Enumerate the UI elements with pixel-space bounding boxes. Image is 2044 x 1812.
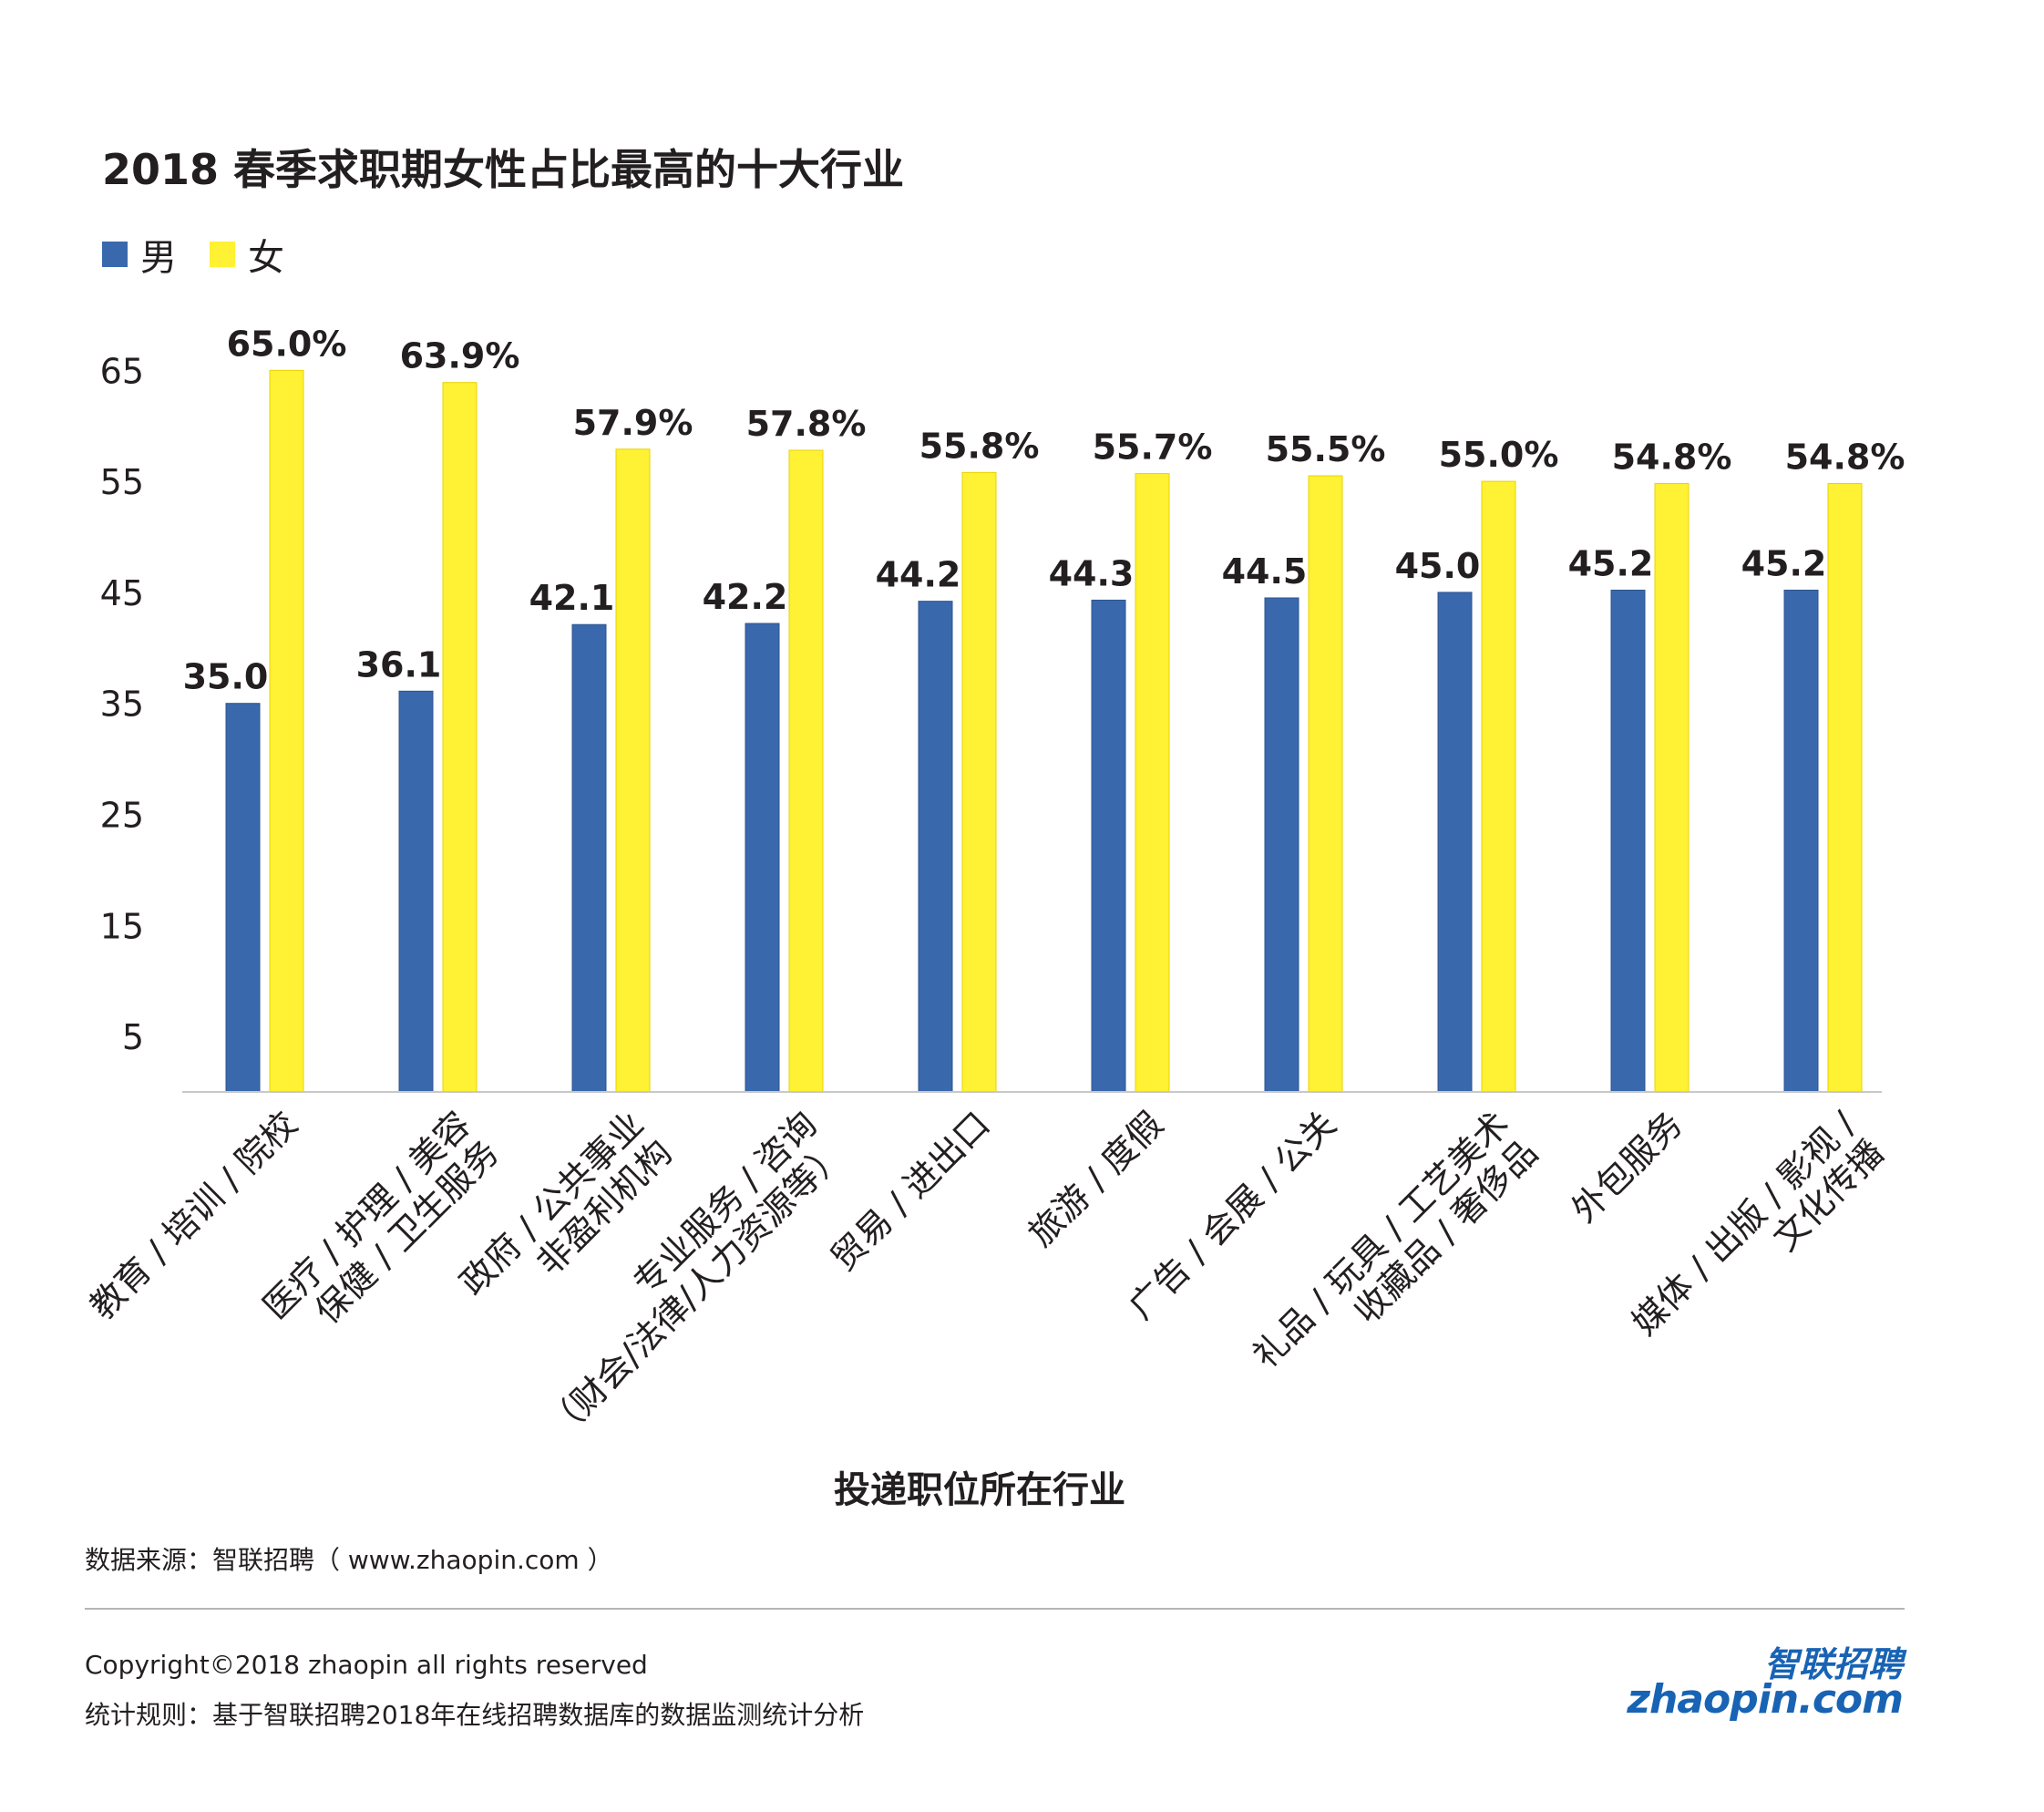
bar — [571, 623, 607, 1093]
y-tick-label: 65 — [100, 351, 144, 391]
y-tick-label: 35 — [100, 685, 144, 725]
bar — [1827, 483, 1863, 1093]
bar — [1610, 589, 1646, 1093]
bar — [1783, 589, 1819, 1093]
legend-label-male: 男 — [140, 237, 177, 279]
data-label: 57.9% — [573, 403, 693, 443]
data-source-note: 数据来源：智联招聘（ www.zhaopin.com ） — [85, 1545, 613, 1575]
legend-swatch-female — [210, 242, 235, 267]
bar — [1481, 480, 1516, 1093]
bar — [225, 703, 261, 1093]
y-tick-label: 15 — [100, 906, 144, 946]
legend-item-male: 男 — [102, 228, 177, 281]
bar — [788, 449, 824, 1093]
x-category-label-line: 旅游 / 度假 — [1021, 1104, 1171, 1254]
legend: 男 女 — [102, 228, 317, 281]
footer-divider — [85, 1608, 1905, 1610]
data-label: 57.8% — [746, 404, 867, 444]
y-tick-label: 5 — [122, 1017, 144, 1057]
legend-label-female: 女 — [248, 237, 284, 279]
data-label: 55.5% — [1266, 429, 1386, 469]
x-axis-title: 投递职位所在行业 — [834, 1469, 1125, 1511]
data-label: 55.0% — [1439, 435, 1559, 475]
bar — [1264, 597, 1299, 1093]
y-tick-label: 45 — [100, 573, 144, 613]
x-category-label: 贸易 / 进出口 — [823, 1104, 998, 1279]
statistics-rule-note: 统计规则：基于智联招聘2018年在线招聘数据库的数据监测统计分析 — [85, 1700, 865, 1730]
logo-text-cn: 智联招聘 — [1763, 1644, 1903, 1684]
y-tick-label: 55 — [100, 462, 144, 502]
chart-title: 2018 春季求职期女性占比最高的十大行业 — [102, 145, 905, 194]
x-category-label: 旅游 / 度假 — [1021, 1104, 1171, 1254]
bar — [398, 690, 434, 1093]
bar — [918, 601, 953, 1093]
data-label: 55.8% — [919, 426, 1040, 466]
x-category-label-line: 外包服务 — [1564, 1104, 1690, 1230]
data-label: 63.9% — [400, 336, 520, 376]
copyright-text: Copyright©2018 zhaopin all rights reserv… — [85, 1650, 648, 1680]
bar — [1135, 473, 1170, 1093]
bar — [615, 448, 651, 1093]
logo-text-en: zhaopin.com — [1627, 1676, 1904, 1723]
data-label: 65.0% — [227, 324, 347, 364]
bar — [745, 623, 780, 1093]
data-label: 55.7% — [1093, 427, 1213, 468]
bar — [442, 382, 478, 1093]
y-tick-label: 25 — [100, 796, 144, 836]
bar — [1437, 592, 1473, 1093]
legend-item-female: 女 — [210, 228, 284, 281]
bar — [1654, 483, 1690, 1093]
x-category-label: 外包服务 — [1564, 1104, 1690, 1230]
data-label: 54.8% — [1612, 438, 1732, 478]
zhaopin-logo: 智联招聘 zhaopin.com — [1627, 1636, 1914, 1727]
bar — [1308, 475, 1343, 1093]
bar — [1091, 599, 1126, 1093]
x-category-label-line: 贸易 / 进出口 — [823, 1104, 998, 1279]
data-label: 54.8% — [1785, 438, 1905, 478]
bar — [269, 369, 304, 1093]
legend-swatch-male — [102, 242, 128, 267]
bar — [961, 471, 997, 1093]
